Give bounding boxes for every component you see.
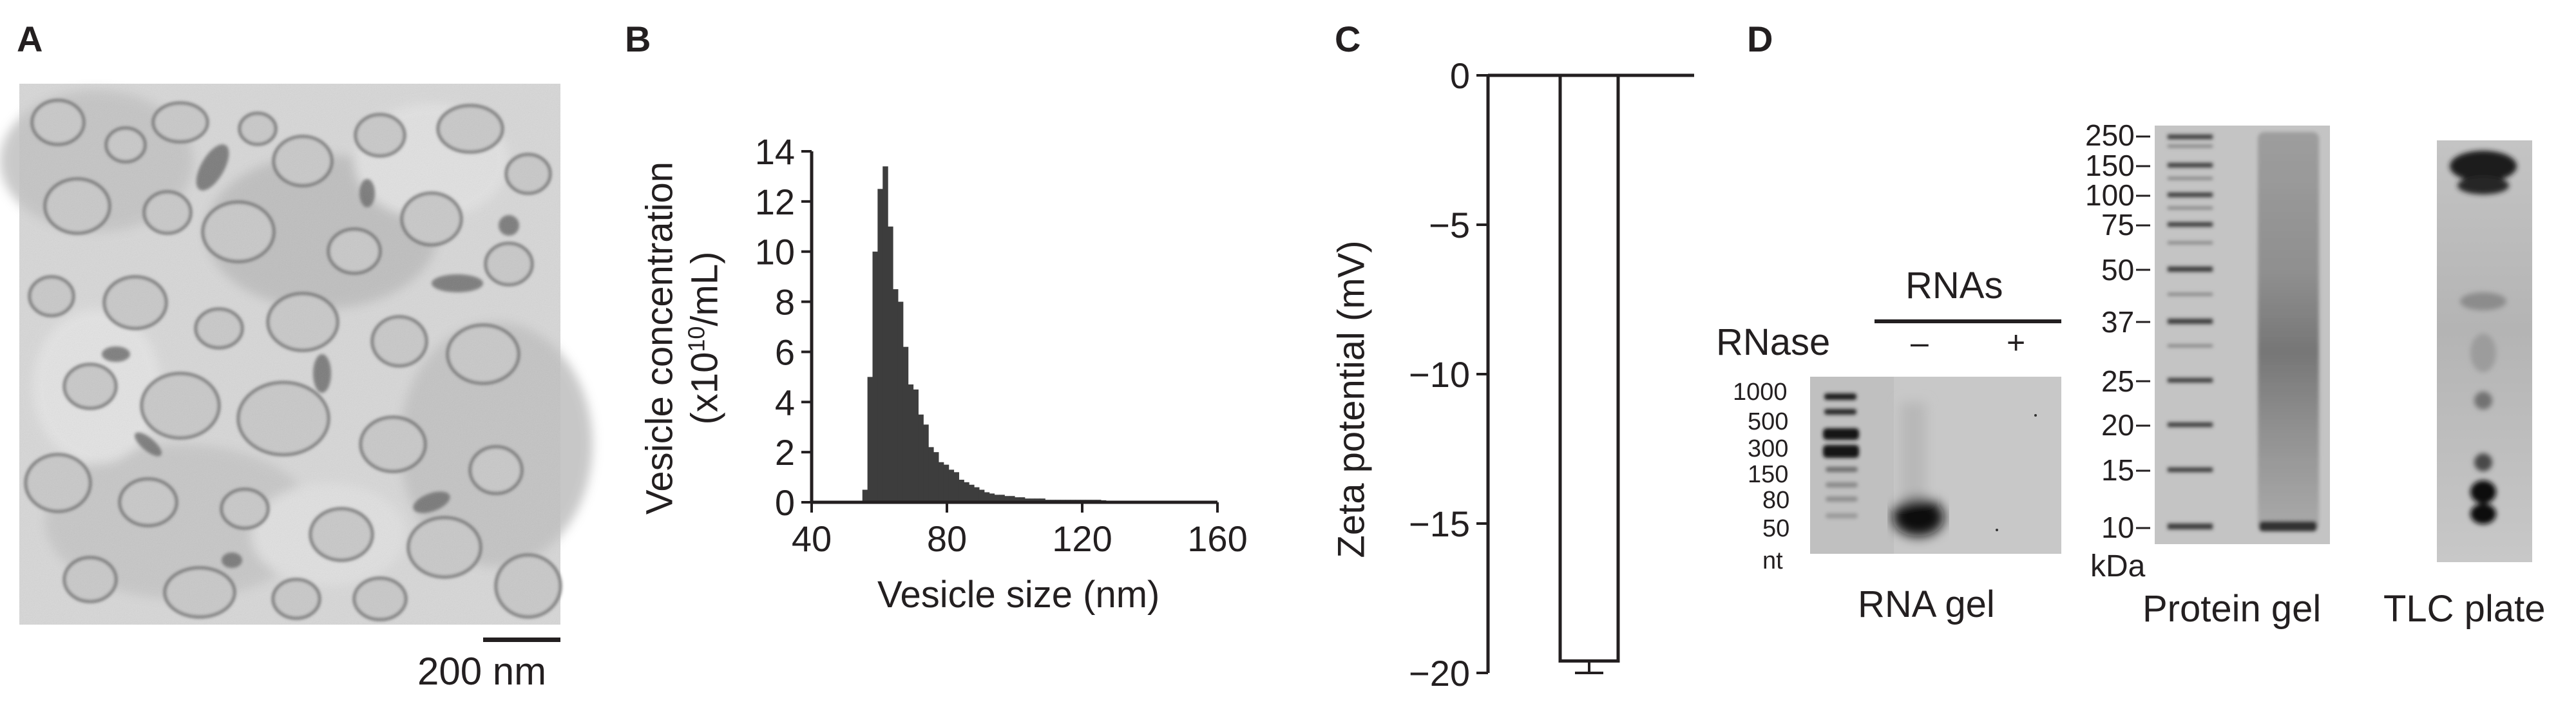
rna-gel-header-line [1875,319,2061,323]
scale-bar-label: 200 nm [417,650,547,693]
scale-bar [483,638,560,642]
rna-ladder-150: 150 [1748,461,1789,488]
x-tick-label: 160 [1187,518,1247,559]
y-tick-label: −15 [1409,504,1470,544]
protein-ladder-250: 250 [2085,118,2135,152]
histogram-bar [908,384,914,502]
protein-ladder-25: 25 [2101,364,2135,398]
panel-label-a: A [17,19,43,59]
chart-b-xlabel: Vesicle size (nm) [877,574,1160,616]
y-tick-label: −5 [1429,205,1470,245]
histogram-bar [1035,498,1040,502]
y-tick-label: −10 [1409,354,1470,395]
x-tick-label: 40 [792,518,832,559]
histogram-bar [984,492,990,502]
histogram-bar [1024,498,1031,502]
chart-b-ylabel-line1: Vesicle concentration [638,161,681,515]
histogram-bar [1019,497,1026,502]
x-tick-label: 120 [1052,518,1112,559]
histogram-bar [1004,496,1010,502]
y-tick-label: 12 [755,182,795,222]
panel-label-c: C [1335,19,1361,59]
protein-ladder-100: 100 [2085,178,2135,212]
y-tick-label: −20 [1409,653,1470,694]
histogram-bar [902,346,909,502]
histogram-bar [1029,498,1036,502]
protein-ladder-20: 20 [2101,408,2135,442]
rna-ladder-500: 500 [1748,408,1789,435]
rnase-row-label: RNase [1716,321,1831,363]
histogram-bar [999,495,1005,502]
protein-ladder-150: 150 [2085,149,2135,182]
histogram-bar [933,452,939,502]
histogram-bar [1015,497,1020,502]
tlc-plate-caption: TLC plate [2383,588,2546,630]
histogram-bar [953,472,959,502]
y-tick-label: 10 [755,232,795,272]
histogram-bar [959,479,964,502]
protein-ladder-37: 37 [2101,305,2135,339]
y-tick-label: 6 [775,332,795,372]
histogram-bar [923,424,929,502]
histogram-bar [1040,498,1045,502]
rna-ladder-1000: 1000 [1733,379,1788,406]
protein-ladder-ticks [2136,135,2150,529]
panel-label-b: B [625,19,651,59]
rnase-minus-lane: – [1911,325,1929,361]
histogram-bar [943,464,949,502]
histogram-bar [862,489,868,502]
tem-micrograph [0,84,593,625]
rna-ladder-unit: nt [1762,547,1783,574]
protein-ladder-unit: kDa [2090,549,2146,583]
chart-b-ylabel-sup: 10 [683,326,710,352]
rna-gel-image [1810,377,2061,554]
y-tick-label: 8 [775,282,795,323]
histogram-bar [978,489,985,502]
protein-ladder-75: 75 [2101,208,2135,241]
chart-c-ylabel: Zeta potential (mV) [1330,240,1373,558]
histogram-bar [888,226,893,502]
protein-ladder-15: 15 [2101,453,2135,487]
protein-gel-caption: Protein gel [2142,588,2322,630]
histogram-bar [974,487,980,502]
histogram-bar [897,301,904,502]
histogram-bar [867,377,873,502]
histogram-bar [913,389,919,502]
histogram-bar [964,482,969,502]
zeta-bar [1558,73,1620,663]
histogram-bar [883,166,888,502]
panel-label-d: D [1747,19,1773,59]
histogram-bar [938,462,944,502]
y-tick-label: 4 [775,382,795,422]
histogram-bar [994,495,1000,502]
protein-gel-image [2155,126,2330,544]
x-tick-label: 80 [927,518,967,559]
histogram-bar [948,469,955,502]
histogram-bar [918,414,924,502]
tlc-plate-image [2437,140,2532,562]
y-tick-label: 0 [775,482,795,523]
histogram-bar [877,189,883,502]
rna-ladder-50: 50 [1762,515,1790,542]
rnase-plus-lane: + [2007,325,2026,361]
histogram-bar [928,447,934,502]
y-tick-label: 0 [1450,55,1470,96]
histogram-bar [893,289,899,502]
rna-ladder-80: 80 [1762,487,1790,514]
rna-gel-caption: RNA gel [1858,583,1995,625]
y-tick-label: 2 [775,432,795,473]
chart-c-zeta-plot: 0 −5 −10 −15 −20 [1409,55,1694,694]
rna-gel-header: RNAs [1905,265,2003,307]
histogram-bar [969,484,975,502]
y-tick-label: 14 [755,131,795,172]
histogram-bar [1009,496,1015,502]
histogram-bar [989,493,995,502]
rna-ladder-300: 300 [1748,435,1789,462]
protein-ladder-50: 50 [2101,253,2135,287]
histogram-bar [872,251,878,502]
chart-b-histogram: 0 2 4 6 8 10 12 14 40 80 120 160 [755,131,1248,559]
protein-ladder-10: 10 [2101,511,2135,544]
